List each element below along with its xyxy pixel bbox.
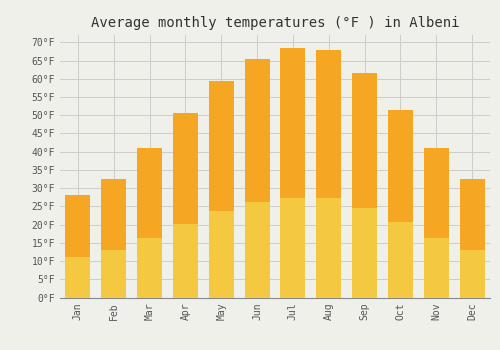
Bar — [352, 208, 377, 298]
Bar — [173, 224, 198, 298]
Bar — [244, 202, 270, 298]
Bar — [137, 238, 162, 298]
Bar — [316, 198, 342, 298]
Bar — [101, 179, 126, 298]
Bar — [352, 73, 377, 298]
Bar — [280, 198, 305, 298]
Bar — [424, 238, 449, 298]
Bar — [316, 50, 342, 298]
Bar — [66, 195, 90, 298]
Bar — [66, 257, 90, 298]
Bar — [388, 222, 413, 298]
Bar — [208, 211, 234, 298]
Bar — [208, 80, 234, 298]
Bar — [460, 179, 484, 298]
Bar — [101, 250, 126, 298]
Bar — [460, 250, 484, 298]
Bar — [424, 148, 449, 298]
Bar — [137, 148, 162, 298]
Bar — [388, 110, 413, 298]
Bar — [244, 59, 270, 298]
Bar — [280, 48, 305, 298]
Bar — [173, 113, 198, 298]
Title: Average monthly temperatures (°F ) in Albeni: Average monthly temperatures (°F ) in Al… — [91, 16, 459, 30]
